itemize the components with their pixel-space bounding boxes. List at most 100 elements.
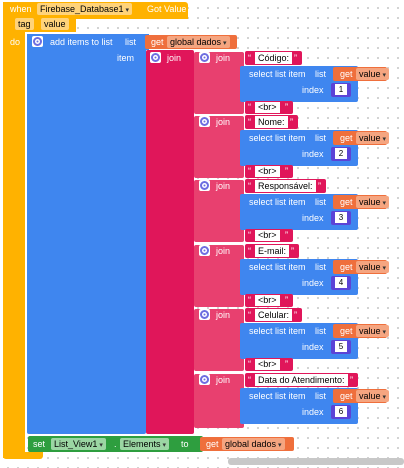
quote-open: “ — [248, 166, 251, 176]
get-value-dropdown[interactable]: value — [356, 132, 389, 144]
select-list-item-label: select list item — [249, 69, 306, 79]
index-number-field[interactable]: 4 — [335, 277, 347, 288]
select-list-label: list — [315, 197, 326, 207]
select-list-label: list — [315, 262, 326, 272]
quote-close: ” — [285, 102, 288, 112]
inner-join-label: join — [216, 375, 231, 385]
quote-close: ” — [285, 359, 288, 369]
param-value[interactable]: value — [41, 18, 69, 30]
quote-open: “ — [248, 181, 251, 191]
br-string-field[interactable]: <br> — [255, 166, 280, 177]
br-string-field[interactable]: <br> — [255, 230, 280, 241]
select-list-item-label: select list item — [249, 133, 306, 143]
set-get-label: get — [206, 439, 219, 449]
set-label: set — [33, 439, 46, 449]
quote-open: “ — [248, 310, 251, 320]
index-label: index — [302, 278, 324, 288]
inner-join-gear-icon[interactable] — [199, 180, 210, 191]
get-value-dropdown[interactable]: value — [356, 261, 389, 273]
item-label: item — [117, 53, 135, 63]
br-string-field[interactable]: <br> — [255, 295, 280, 306]
index-number-field[interactable]: 5 — [335, 341, 347, 352]
set-to-label: to — [181, 439, 189, 449]
inner-join-gear-icon[interactable] — [199, 245, 210, 256]
index-number-field[interactable]: 3 — [335, 212, 347, 223]
quote-open: “ — [248, 230, 251, 240]
get-value-get-label: get — [340, 69, 353, 79]
quote-close: ” — [318, 181, 321, 191]
select-list-label: list — [315, 133, 326, 143]
event-block-left-arm — [3, 2, 25, 458]
index-number-field[interactable]: 6 — [335, 406, 347, 417]
get-label: get — [151, 37, 164, 47]
set-dot: . — [114, 439, 117, 449]
index-number-field[interactable]: 1 — [335, 84, 347, 95]
add-items-label: add items to list — [50, 37, 113, 47]
set-component-dropdown[interactable]: List_View1 — [51, 438, 106, 450]
quote-close: ” — [291, 246, 294, 256]
get-value-get-label: get — [340, 391, 353, 401]
quote-open: “ — [248, 117, 251, 127]
text-string-field[interactable]: Data do Atendimento: — [255, 374, 348, 386]
outer-join-label: join — [167, 53, 182, 63]
quote-close: ” — [294, 310, 297, 320]
quote-close: ” — [285, 295, 288, 305]
get-value-dropdown[interactable]: value — [356, 68, 389, 80]
get-value-get-label: get — [340, 133, 353, 143]
inner-join-label: join — [216, 117, 231, 127]
quote-close: ” — [350, 375, 353, 385]
index-label: index — [302, 149, 324, 159]
add-items-header — [27, 34, 149, 50]
text-string-field[interactable]: Nome: — [255, 116, 288, 128]
quote-open: “ — [248, 375, 251, 385]
text-string-field[interactable]: Responsável: — [255, 180, 316, 192]
select-list-item-label: select list item — [249, 391, 306, 401]
when-label: when — [10, 4, 32, 14]
param-tag[interactable]: tag — [15, 18, 34, 30]
index-label: index — [302, 213, 324, 223]
quote-open: “ — [248, 295, 251, 305]
inner-join-gear-icon[interactable] — [199, 116, 210, 127]
inner-join-gear-icon[interactable] — [199, 309, 210, 320]
br-string-field[interactable]: <br> — [255, 359, 280, 370]
quote-open: “ — [248, 246, 251, 256]
mutator-gear-icon[interactable] — [32, 36, 43, 47]
get-value-dropdown[interactable]: value — [356, 390, 389, 402]
outer-join-gear-icon[interactable] — [150, 52, 161, 63]
add-items-to-list-block[interactable] — [27, 34, 146, 434]
quote-open: “ — [248, 359, 251, 369]
quote-close: ” — [285, 230, 288, 240]
event-name-label: Got Value — [147, 4, 187, 14]
get-value-get-label: get — [340, 262, 353, 272]
do-label: do — [10, 37, 21, 47]
index-number-field[interactable]: 2 — [335, 148, 347, 159]
text-string-field[interactable]: Celular: — [255, 309, 293, 321]
br-string-field[interactable]: <br> — [255, 102, 280, 113]
index-label: index — [302, 85, 324, 95]
inner-join-label: join — [216, 310, 231, 320]
text-string-field[interactable]: Código: — [255, 52, 293, 64]
add-items-list-label: list — [125, 37, 136, 47]
quote-close: ” — [285, 166, 288, 176]
index-label: index — [302, 342, 324, 352]
set-variable-dropdown[interactable]: global dados — [222, 438, 285, 450]
text-string-field[interactable]: E-mail: — [255, 245, 290, 257]
quote-close: ” — [294, 53, 297, 63]
horizontal-scrollbar[interactable] — [228, 458, 404, 465]
outer-join-block[interactable] — [146, 50, 194, 434]
select-list-label: list — [315, 391, 326, 401]
inner-join-gear-icon[interactable] — [199, 374, 210, 385]
component-dropdown[interactable]: Firebase_Database1 — [37, 3, 133, 15]
get-value-dropdown[interactable]: value — [356, 325, 389, 337]
variable-dropdown-global-dados[interactable]: global dados — [167, 36, 230, 48]
event-block-footer — [3, 452, 43, 459]
quote-open: “ — [248, 53, 251, 63]
set-property-dropdown[interactable]: Elements — [120, 438, 169, 450]
quote-open: “ — [248, 102, 251, 112]
select-list-item-label: select list item — [249, 326, 306, 336]
inner-join-gear-icon[interactable] — [199, 52, 210, 63]
inner-join-label: join — [216, 246, 231, 256]
select-list-label: list — [315, 69, 326, 79]
get-value-dropdown[interactable]: value — [356, 196, 389, 208]
quote-close: ” — [290, 117, 293, 127]
